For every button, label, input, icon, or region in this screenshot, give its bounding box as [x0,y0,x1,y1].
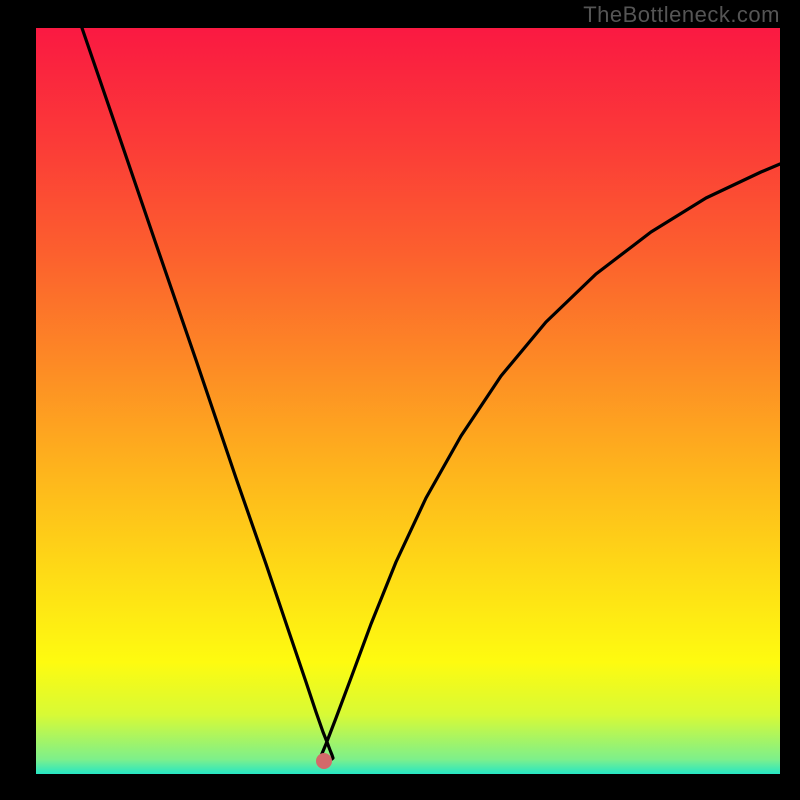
plot-area [36,28,780,774]
curve-path [82,28,780,761]
watermark-text: TheBottleneck.com [583,2,780,28]
bottleneck-curve [36,28,780,774]
chart-container: TheBottleneck.com [0,0,800,800]
optimum-marker [316,753,332,769]
